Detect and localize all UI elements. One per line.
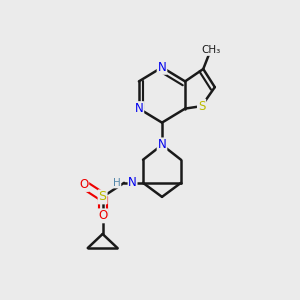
Text: N: N [158, 61, 166, 74]
Text: N: N [128, 176, 137, 189]
Text: S: S [99, 190, 106, 203]
Text: CH₃: CH₃ [201, 45, 220, 55]
Text: S: S [198, 100, 205, 112]
Text: H: H [113, 178, 121, 188]
Text: O: O [98, 209, 107, 222]
Text: O: O [79, 178, 88, 191]
Text: N: N [134, 102, 143, 115]
Text: N: N [158, 138, 166, 152]
